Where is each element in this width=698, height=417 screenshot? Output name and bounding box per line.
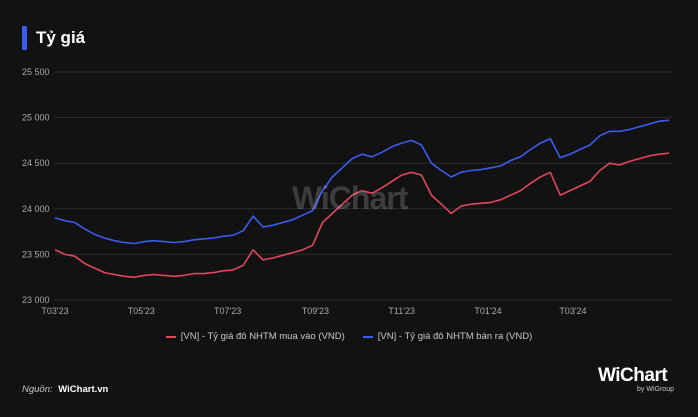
source-link[interactable]: WiChart.vn xyxy=(58,384,109,395)
legend-label-buy: [VN] - Tỷ giá đô NHTM mua vào (VND) xyxy=(180,331,345,342)
y-axis: 23 000 23 500 24 000 24 500 25 000 25 500 xyxy=(22,67,50,305)
legend-label-sell: [VN] - Tỷ giá đô NHTM bán ra (VND) xyxy=(377,331,533,342)
x-tick-label: T09'23 xyxy=(302,306,329,316)
series-line-sell[interactable] xyxy=(54,119,670,245)
chart-title: Tỷ giá xyxy=(36,28,86,47)
y-tick-label: 24 500 xyxy=(22,158,50,168)
legend: [VN] - Tỷ giá đô NHTM mua vào (VND) [VN]… xyxy=(0,331,698,342)
y-tick-label: 25 500 xyxy=(22,67,50,77)
chart-header: Tỷ giá xyxy=(22,26,85,50)
x-tick-label: T01'24 xyxy=(474,306,501,316)
brand-logo: WiChart by WiGroup xyxy=(598,365,674,394)
x-axis: T03'23 T05'23 T07'23 T09'23 T11'23 T01'24 T03'… xyxy=(41,306,586,316)
legend-item-sell[interactable]: [VN] - Tỷ giá đô NHTM bán ra (VND) xyxy=(362,331,533,342)
x-tick-label: T03'23 xyxy=(41,306,68,316)
grid-lines xyxy=(55,71,672,301)
legend-item-buy[interactable]: [VN] - Tỷ giá đô NHTM mua vào (VND) xyxy=(165,331,345,342)
legend-swatch-buy xyxy=(165,335,176,338)
x-tick-label: T11'23 xyxy=(388,306,415,316)
x-tick-label: T05'23 xyxy=(128,306,155,316)
y-tick-label: 23 000 xyxy=(22,295,50,305)
y-tick-label: 24 000 xyxy=(22,204,50,214)
series-line-buy[interactable] xyxy=(54,152,670,278)
source-note: Nguồn: WiChart.vn xyxy=(22,384,108,395)
brand-subtitle: by WiGroup xyxy=(637,386,674,393)
legend-swatch-sell xyxy=(362,335,373,338)
x-tick-label: T03'24 xyxy=(559,306,586,316)
title-accent-bar xyxy=(22,26,27,50)
line-chart: 23 000 23 500 24 000 24 500 25 000 25 500 T03… xyxy=(22,67,672,316)
x-tick-label: T07'23 xyxy=(214,306,241,316)
y-tick-label: 23 500 xyxy=(22,249,50,259)
series-lines xyxy=(54,119,670,278)
source-label: Nguồn: xyxy=(22,384,53,395)
y-tick-label: 25 000 xyxy=(22,113,50,123)
brand-name: WiChart xyxy=(598,365,668,386)
watermark: WiChart xyxy=(292,180,408,216)
